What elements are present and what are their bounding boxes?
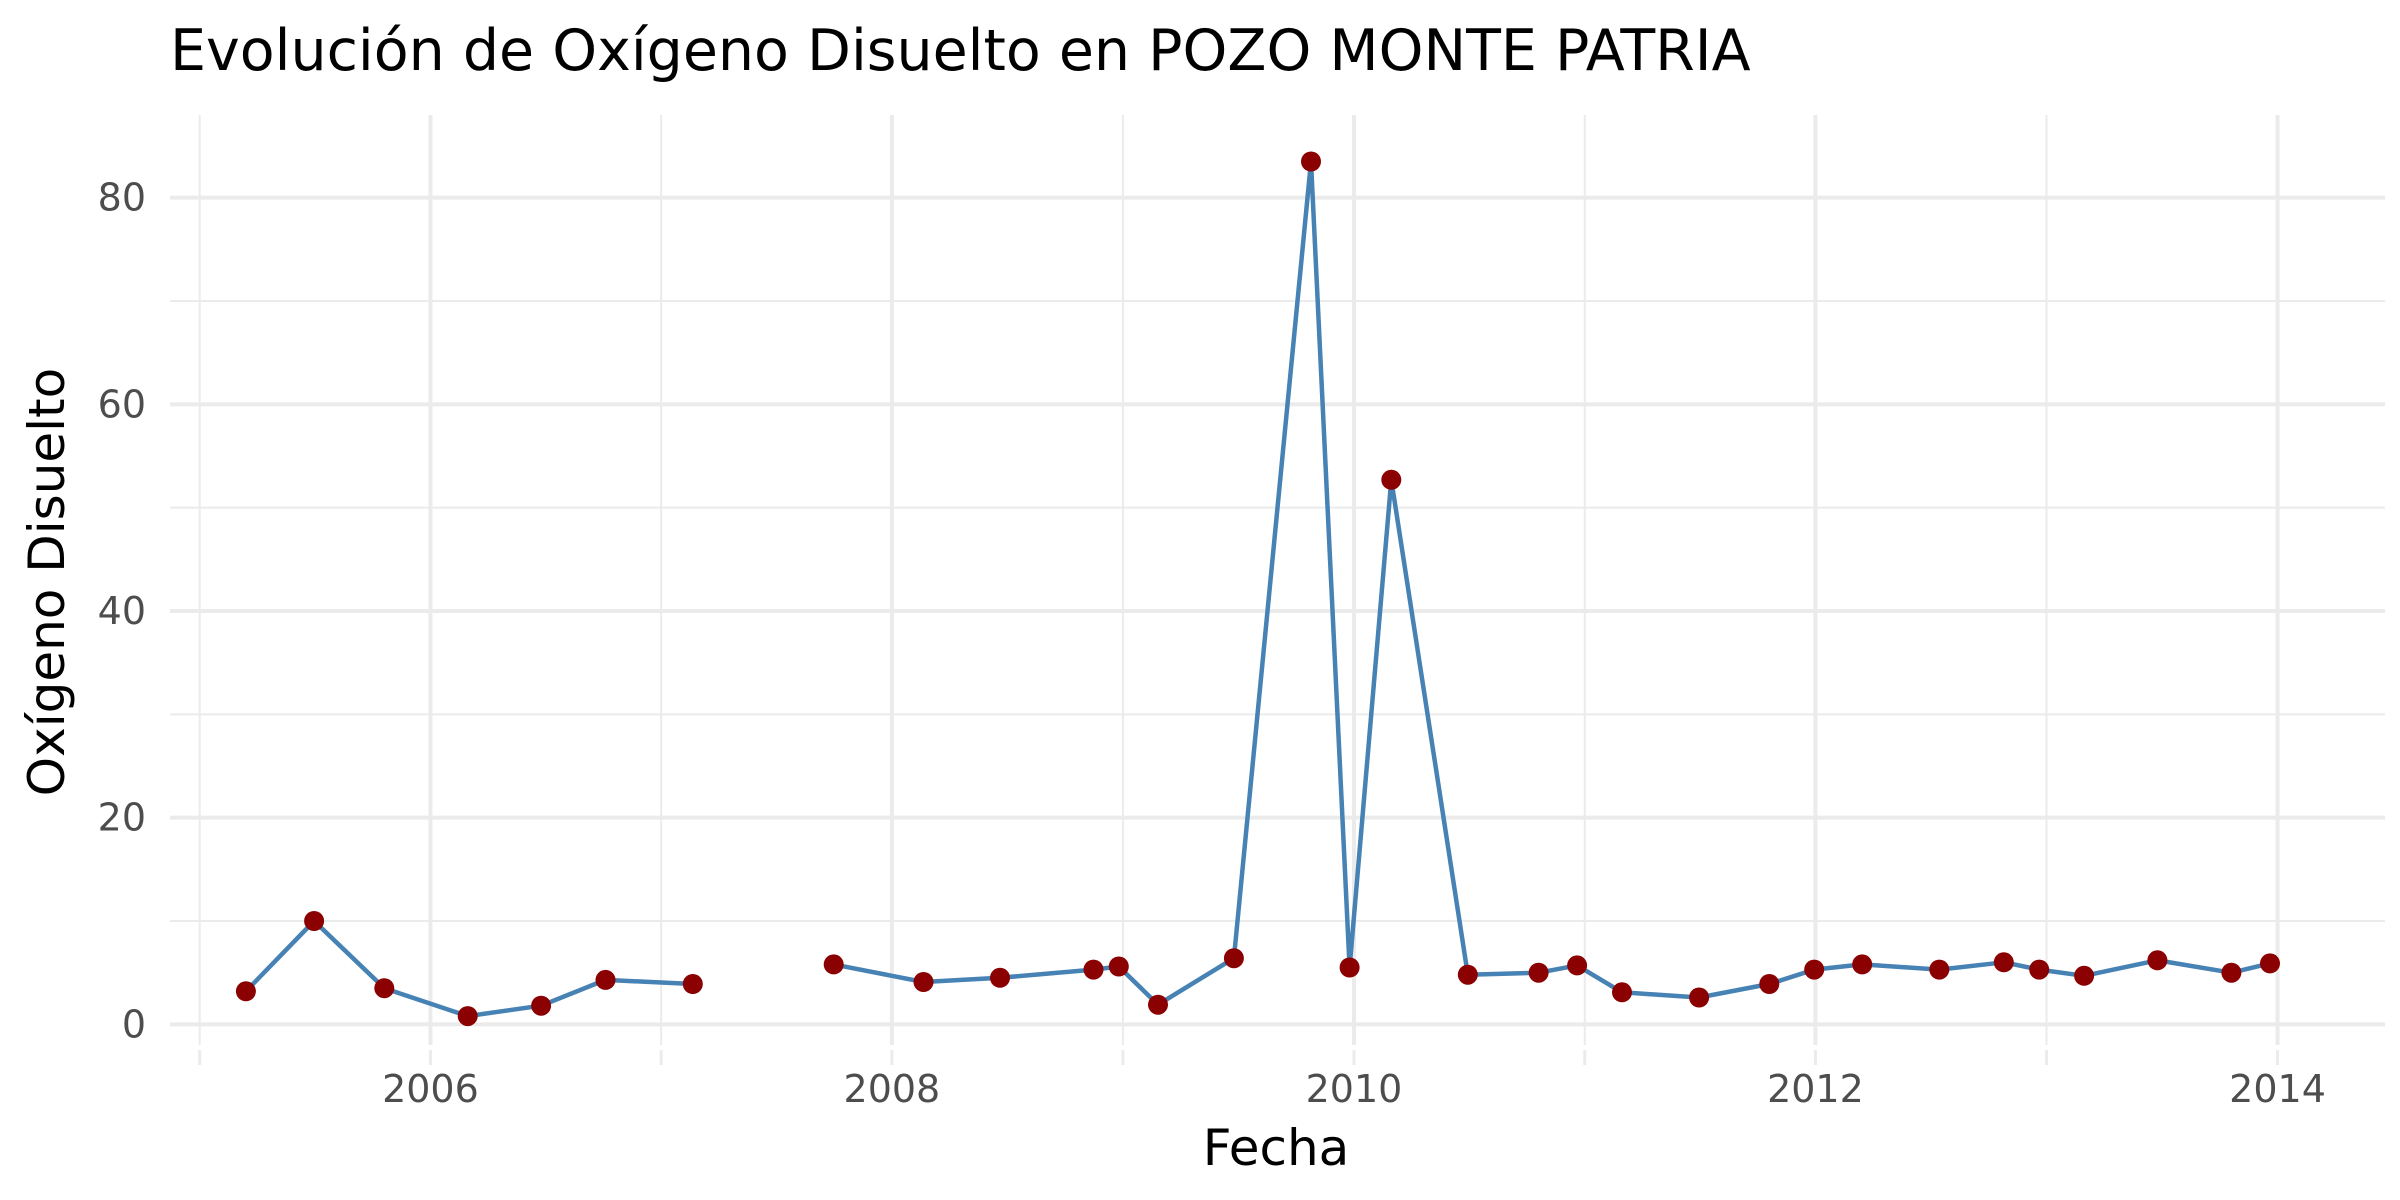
data-point	[1339, 957, 1360, 978]
data-point	[1929, 959, 1950, 980]
data-point	[1804, 959, 1825, 980]
data-point	[913, 972, 934, 992]
x-tick-label: 2012	[1767, 1067, 1864, 1111]
y-tick-label: 80	[98, 176, 146, 220]
data-point	[1083, 959, 1104, 980]
minor-grid	[170, 115, 2385, 1045]
data-point	[2221, 962, 2242, 983]
data-point	[457, 1006, 478, 1027]
data-point	[374, 978, 395, 999]
x-tick-label: 2008	[844, 1067, 941, 1111]
y-axis-title: Oxígeno Disuelto	[18, 368, 76, 797]
data-point	[990, 967, 1010, 988]
y-tick-label: 0	[122, 1002, 146, 1046]
y-tick-label: 40	[98, 589, 146, 633]
data-point	[1301, 151, 1321, 172]
data-point	[531, 995, 552, 1016]
data-point	[1528, 962, 1549, 983]
tick-labels: 2006 2008 2010 2012 2014 0 20 40 60 80	[98, 176, 2326, 1111]
x-tick-label: 2006	[382, 1067, 479, 1111]
data-point	[1457, 964, 1478, 985]
x-tick-label: 2010	[1306, 1067, 1403, 1111]
x-tick-label: 2014	[2229, 1067, 2326, 1111]
data-point	[823, 954, 844, 975]
data-point	[1993, 952, 2014, 973]
points	[235, 151, 2280, 1027]
data-point	[1223, 948, 1244, 969]
data-point	[304, 911, 325, 931]
y-tick-label: 60	[98, 382, 146, 426]
data-point	[1381, 469, 1402, 490]
data-point	[1148, 994, 1168, 1015]
y-tick-label: 20	[98, 796, 146, 840]
x-axis-title: Fecha	[1203, 1119, 1350, 1177]
data-point	[2260, 953, 2280, 974]
data-point	[1567, 955, 1588, 976]
data-point	[1689, 987, 1710, 1008]
data-point	[2074, 965, 2095, 986]
data-point	[1759, 974, 1780, 994]
data-point	[595, 969, 616, 990]
axis-ticks	[198, 1050, 2280, 1065]
data-point	[2029, 959, 2050, 980]
data-point	[2147, 950, 2168, 971]
data-point	[1612, 982, 1632, 1003]
data-point	[1108, 956, 1129, 977]
data-point	[1852, 954, 1873, 975]
data-point	[682, 974, 703, 994]
major-grid	[170, 115, 2385, 1045]
chart-title: Evolución de Oxígeno Disuelto en POZO MO…	[170, 18, 1751, 84]
data-point	[235, 981, 256, 1002]
